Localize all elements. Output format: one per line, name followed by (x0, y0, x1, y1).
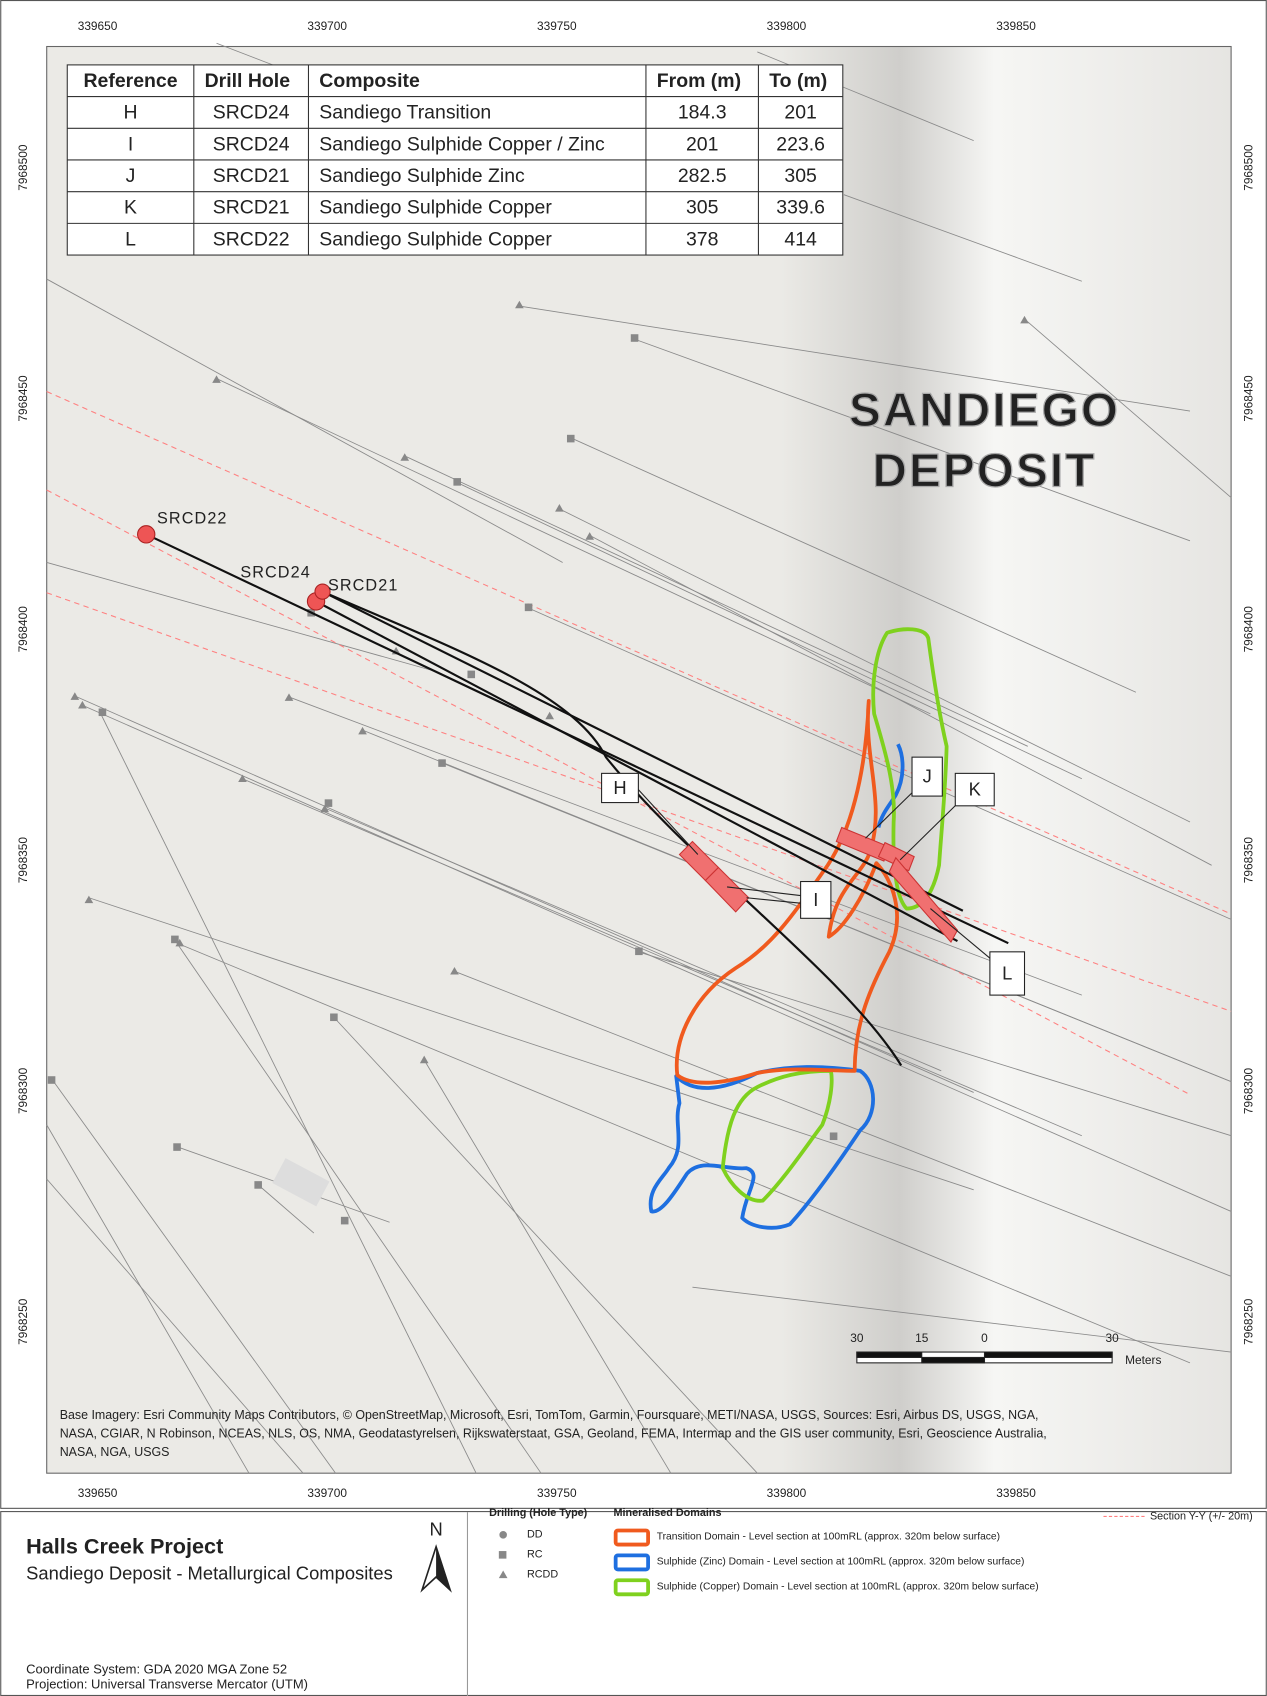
x-tick-label-top: 339650 (78, 19, 118, 33)
y-tick-label-left: 7968250 (16, 1298, 30, 1345)
callout-label: H (613, 777, 626, 798)
drill-hole-label: SRCD21 (328, 577, 399, 595)
page: 339650 339650 339700 339700 339750 339750 3398… (0, 0, 1267, 1696)
scale-label: 30 (850, 1331, 864, 1345)
north-label: N (429, 1518, 442, 1539)
legend-domain-label: Transition Domain - Level section at 100… (657, 1532, 1000, 1543)
x-tick-label-top: 339850 (996, 19, 1036, 33)
x-tick-label-top: 339700 (307, 19, 347, 33)
x-tick-label-top: 339750 (537, 19, 577, 33)
attribution: Base Imagery: Esri Community Maps Contri… (60, 1408, 1039, 1422)
y-tick-label-right: 7968250 (1242, 1298, 1256, 1345)
table-cell: 223.6 (776, 133, 825, 155)
callout-label: L (1002, 962, 1012, 983)
table-cell: Sandiego Sulphide Copper (319, 228, 552, 250)
table-cell: 201 (784, 102, 816, 124)
legend-section: Section Y-Y (+/- 20m) (1150, 1510, 1253, 1522)
table-cell: SRCD21 (213, 165, 290, 187)
table-cell: H (124, 102, 138, 124)
table-cell: 201 (686, 133, 718, 155)
y-tick-label-left: 7968400 (16, 606, 30, 653)
legend-drill-type: RC (527, 1549, 543, 1561)
legend-drill-type: RCDD (527, 1569, 558, 1581)
subtitle: Sandiego Deposit - Metallurgical Composi… (26, 1563, 393, 1584)
table-cell: 184.3 (678, 102, 727, 124)
table-cell: 282.5 (678, 165, 727, 187)
scale-unit: Meters (1125, 1353, 1161, 1367)
attribution: NASA, NGA, USGS (60, 1445, 170, 1459)
table-cell: Sandiego Transition (319, 102, 491, 124)
x-tick-label-bottom: 339700 (307, 1486, 347, 1500)
table-cell: J (126, 165, 136, 187)
table-cell: K (124, 197, 137, 219)
scale-bar (857, 1352, 1112, 1363)
scale-label: 0 (981, 1331, 988, 1345)
y-tick-label-left: 7968450 (16, 375, 30, 422)
legend-domain-label: Sulphide (Zinc) Domain - Level section a… (657, 1557, 1025, 1568)
x-tick-label-bottom: 339850 (996, 1486, 1036, 1500)
table-cell: 305 (784, 165, 816, 187)
legend-title: Drilling (Hole Type) (489, 1507, 588, 1519)
callout-label: K (969, 779, 982, 800)
y-tick-label-right: 7968300 (1242, 1067, 1256, 1114)
table-cell: Sandiego Sulphide Copper (319, 197, 552, 219)
table-cell: 414 (784, 228, 817, 250)
x-tick-label-bottom: 339750 (537, 1486, 577, 1500)
y-tick-label-left: 7968500 (16, 144, 30, 191)
drill-hole-label: SRCD22 (157, 509, 228, 527)
table-cell: SRCD24 (213, 133, 290, 155)
legend-title: Mineralised Domains (613, 1507, 721, 1519)
projection: Projection: Universal Transverse Mercato… (26, 1677, 308, 1692)
table-header: To (m) (769, 70, 827, 92)
table-cell: 339.6 (776, 197, 825, 219)
title: Halls Creek Project (26, 1534, 223, 1559)
table-cell: L (125, 228, 136, 250)
table-cell: SRCD24 (213, 102, 290, 124)
scale-label: 30 (1106, 1331, 1120, 1345)
y-tick-label-right: 7968450 (1242, 375, 1256, 422)
table-cell: SRCD22 (213, 228, 290, 250)
table-header: Reference (84, 70, 178, 92)
table-cell: SRCD21 (213, 197, 290, 219)
callout-label: I (813, 889, 818, 910)
table-cell: Sandiego Sulphide Copper / Zinc (319, 133, 605, 155)
table-header: From (m) (657, 70, 741, 92)
y-tick-label-right: 7968400 (1242, 606, 1256, 653)
coordinate-system: Coordinate System: GDA 2020 MGA Zone 52 (26, 1661, 287, 1676)
watermark: SANDIEGO (849, 384, 1120, 437)
table-cell: Sandiego Sulphide Zinc (319, 165, 525, 187)
x-tick-label-bottom: 339800 (767, 1486, 807, 1500)
y-tick-label-left: 7968300 (16, 1067, 30, 1114)
map-frame (47, 47, 1231, 1474)
table-header: Composite (319, 70, 420, 92)
table-header: Drill Hole (205, 70, 291, 92)
y-tick-label-right: 7968350 (1242, 837, 1256, 884)
attribution: NASA, CGIAR, N Robinson, NCEAS, NLS, OS,… (60, 1427, 1047, 1441)
y-tick-label-left: 7968350 (16, 837, 30, 884)
scale-label: 15 (915, 1331, 929, 1345)
drill-hole-label: SRCD24 (240, 564, 311, 582)
x-tick-label-top: 339800 (767, 19, 807, 33)
callout-label: J (923, 766, 932, 787)
table-cell: 305 (686, 197, 718, 219)
legend-drill-type: DD (527, 1529, 543, 1541)
table-cell: 378 (686, 228, 718, 250)
y-tick-label-right: 7968500 (1242, 144, 1256, 191)
legend-domain-label: Sulphide (Copper) Domain - Level section… (657, 1581, 1039, 1592)
watermark: DEPOSIT (872, 444, 1096, 497)
x-tick-label-bottom: 339650 (78, 1486, 118, 1500)
table-cell: I (128, 133, 133, 155)
